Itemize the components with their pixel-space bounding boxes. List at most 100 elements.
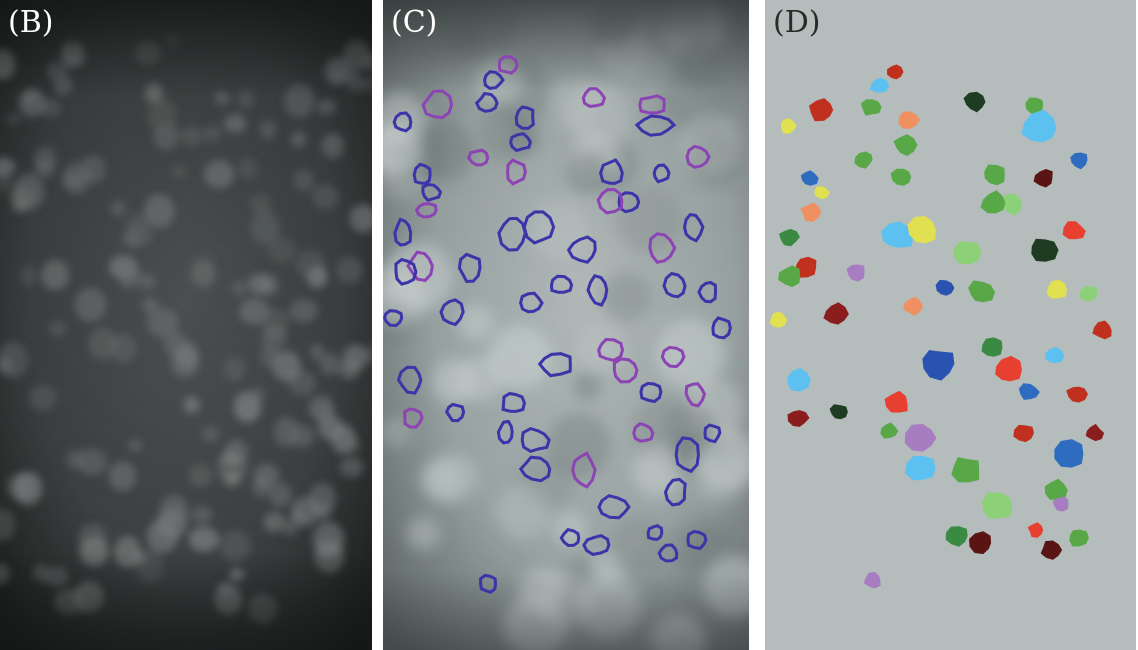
segmented-cell (854, 151, 873, 169)
segmented-cell (982, 492, 1013, 519)
segmented-cell (779, 228, 800, 247)
cell-contour-purple (403, 407, 424, 429)
cell-contour-purple (684, 382, 707, 408)
segmented-cell (800, 170, 819, 186)
cell-contour-purple (612, 357, 639, 384)
cell-contour-purple (648, 232, 677, 264)
segmented-cell (1013, 424, 1034, 443)
cell-contour-purple (638, 94, 666, 115)
segmented-cell (1092, 320, 1112, 340)
cell-contour-blue (439, 298, 465, 327)
segmented-cell (823, 302, 849, 325)
cell-contour-blue (396, 365, 423, 395)
segmented-cell (800, 202, 822, 222)
cell-contour-purple (506, 158, 527, 186)
segmented-cell (907, 216, 936, 244)
cell-contour-blue (686, 529, 708, 550)
cell-contour-purple (406, 250, 434, 283)
cell-contour-blue (634, 114, 677, 137)
segmented-cell (1046, 279, 1067, 299)
segmented-cell (984, 164, 1005, 186)
cell-contour-blue (483, 70, 505, 90)
segmented-cell (980, 190, 1006, 214)
segmented-cell (1018, 383, 1040, 400)
cell-contour-purple (596, 188, 624, 215)
segmented-cell (1040, 540, 1063, 560)
cell-contour-blue (597, 494, 631, 520)
segmented-cell (1031, 238, 1059, 262)
segmented-cell (1085, 423, 1105, 442)
cell-contour-blue (639, 381, 663, 404)
cell-contour-purple (466, 148, 490, 167)
segmented-cell (935, 279, 955, 296)
segmented-cell (1045, 346, 1065, 364)
segmented-cell (846, 264, 865, 282)
segmented-cell (787, 368, 811, 392)
cell-contour-blue (421, 182, 443, 203)
segmented-cell (869, 77, 890, 93)
cell-contour-blue (479, 573, 498, 594)
segmented-cell (922, 350, 955, 381)
cell-contour-blue (393, 217, 413, 247)
cell-contour-blue (522, 210, 556, 245)
segmented-cell (787, 410, 810, 427)
segmented-cell (880, 422, 899, 439)
segmented-cell (968, 280, 996, 303)
panel-c-contour-overlay: (C) (383, 0, 749, 650)
segmentation-label-map (765, 0, 1136, 650)
segmented-cell (1062, 221, 1086, 240)
cell-contour-blue (662, 271, 687, 299)
cell-contour-purple (581, 87, 607, 108)
segmented-cell (953, 241, 982, 265)
cell-contour-blue (652, 163, 671, 184)
segmented-cell (887, 64, 904, 80)
cell-contour-blue (537, 352, 572, 378)
cell-contour-purple (497, 55, 519, 75)
segmented-cell (1033, 169, 1053, 188)
segmented-cell (881, 221, 915, 248)
cell-contour-blue (394, 257, 418, 286)
cell-contour-blue (514, 105, 535, 130)
segmented-cell (778, 265, 801, 288)
panel-d-label: (D) (773, 5, 821, 40)
panel-b-label: (B) (8, 5, 54, 40)
segmented-cell (893, 134, 918, 156)
cell-contour-purple (597, 337, 625, 362)
segmented-cell (1002, 193, 1023, 216)
segmented-cell (780, 118, 797, 134)
cell-contour-blue (697, 280, 718, 304)
segmented-cell (1070, 152, 1088, 170)
segmented-cell (769, 311, 788, 328)
cell-contour-blue (520, 426, 551, 454)
segmented-cell (945, 526, 968, 547)
cell-contour-purple (571, 451, 597, 489)
segmented-cell (1069, 529, 1089, 547)
cell-contour-blue (682, 212, 705, 243)
segmented-cell (903, 296, 923, 316)
cell-contour-blue (559, 528, 581, 548)
cell-contour-blue (509, 132, 533, 153)
cell-contour-blue (497, 216, 527, 252)
cell-contour-blue (549, 274, 574, 294)
segmented-cell (795, 256, 817, 278)
segmented-cell (890, 168, 912, 186)
cell-contour-blue (582, 533, 611, 556)
cell-contour-blue (566, 235, 597, 264)
segmented-cell (969, 531, 992, 555)
segmented-cell (904, 424, 937, 452)
panel-d-label-map: (D) (765, 0, 1136, 650)
cell-contour-blue (663, 477, 687, 507)
cell-contour-purple (660, 345, 686, 369)
segmented-cell (1054, 439, 1084, 468)
segmented-cell (863, 571, 881, 589)
cell-contour-blue (392, 111, 413, 133)
panel-b-raw-image: (B) (0, 0, 372, 650)
cell-contour-blue (703, 423, 722, 444)
segmented-cell (981, 337, 1003, 357)
cell-contour-blue (474, 91, 499, 113)
cell-contour-blue (711, 316, 732, 340)
cell-contour-purple (685, 144, 711, 169)
cell-contour-blue (657, 543, 679, 563)
cell-contour-blue (674, 436, 700, 474)
cell-contour-blue (444, 402, 466, 423)
